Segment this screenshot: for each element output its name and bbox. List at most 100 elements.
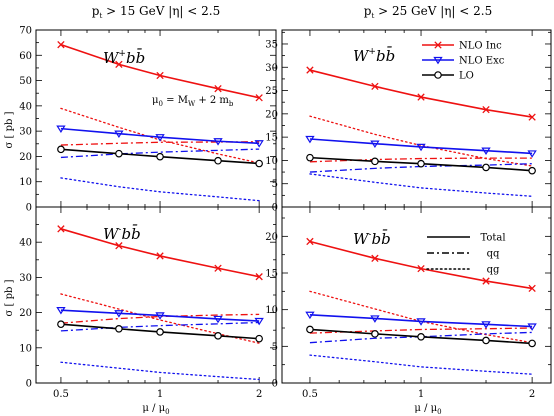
series-line-nlo-inc xyxy=(60,228,260,278)
process-title-bottom-right: W-bb̄ xyxy=(353,230,391,248)
point-marker-circle xyxy=(156,152,164,161)
y-tick-label: 10 xyxy=(265,305,278,316)
y-tick-label: 10 xyxy=(19,343,32,354)
point-marker-circle xyxy=(156,328,164,336)
y-axis-label-bottom: σ [ pb ] xyxy=(4,279,15,316)
point-marker-x xyxy=(417,264,425,273)
point-marker-circle xyxy=(482,163,490,172)
y-tick-label: 40 xyxy=(19,238,32,249)
point-marker-x xyxy=(306,66,314,74)
point-marker-circle xyxy=(528,166,536,175)
legend-item-qg: qg xyxy=(426,265,500,276)
x-axis-label-right: μ / μ0 xyxy=(414,403,441,416)
series-line-nlo-exc xyxy=(60,127,260,145)
series-line-nlo-exc-qg xyxy=(60,361,260,381)
process-title-bottom-left: W-bb̄ xyxy=(103,225,141,243)
y-tick-label: 20 xyxy=(265,232,278,243)
point-marker-triangle xyxy=(481,147,491,156)
point-marker-circle xyxy=(115,149,123,158)
point-marker-circle xyxy=(417,332,425,341)
point-marker-x xyxy=(371,254,379,262)
point-marker-x xyxy=(306,237,314,246)
point-marker-x xyxy=(156,252,164,260)
point-marker-x xyxy=(156,71,164,80)
legend-label: Total xyxy=(480,233,505,244)
point-marker-circle xyxy=(306,153,314,162)
point-marker-triangle xyxy=(155,134,165,142)
point-marker-x xyxy=(482,277,490,285)
legend-label: NLO Exc xyxy=(459,56,505,67)
y-tick-label: 15 xyxy=(265,133,278,144)
point-marker-circle xyxy=(371,157,379,166)
series-line-nlo-inc-qq xyxy=(60,313,260,324)
point-marker-circle xyxy=(57,145,65,154)
header-right: pt > 25 GeV |η| < 2.5 xyxy=(364,4,493,20)
point-marker-triangle xyxy=(305,135,315,144)
series-line-nlo-exc-qg xyxy=(309,173,533,197)
point-marker-x xyxy=(214,264,222,272)
y-tick-label: 50 xyxy=(19,76,32,87)
legend-label: qg xyxy=(487,265,500,276)
point-marker-x xyxy=(255,273,263,281)
panel-bottom-right: 0 5 10 15 20 0.5 1 2 xyxy=(265,207,551,400)
y-tick-label: 0 xyxy=(272,203,278,214)
series-line-nlo-inc-qq xyxy=(309,327,533,334)
series-line-nlo-inc xyxy=(60,43,260,99)
series-line-nlo-exc-qq xyxy=(60,321,260,332)
legend-item-lo: LO xyxy=(422,71,474,82)
point-marker-x xyxy=(255,94,263,102)
point-marker-circle xyxy=(255,159,263,168)
y-tick-label: 35 xyxy=(265,39,278,50)
x-axis-label-left: μ / μ0 xyxy=(142,403,169,416)
point-marker-x xyxy=(214,85,222,93)
legend-item-nlo-exc: NLO Exc xyxy=(422,56,505,67)
legend-item-qq: qq xyxy=(427,249,500,260)
point-marker-triangle xyxy=(305,311,315,320)
legend-label: qq xyxy=(487,249,500,260)
point-marker-triangle xyxy=(370,315,380,323)
point-marker-x xyxy=(434,41,442,49)
panel-bottom-left: 0 10 20 30 40 0.5 1 2 xyxy=(19,206,276,400)
point-marker-circle xyxy=(371,330,379,338)
legend-markers: NLO Inc NLO Exc LO xyxy=(422,41,505,82)
point-marker-circle xyxy=(482,336,490,345)
point-marker-x xyxy=(57,41,65,49)
point-marker-triangle xyxy=(416,318,426,326)
point-marker-circle xyxy=(214,332,222,340)
legend-linestyles: Total qq qg xyxy=(426,233,506,276)
point-marker-circle xyxy=(214,156,222,165)
point-marker-x xyxy=(528,284,536,293)
point-marker-triangle xyxy=(527,150,537,158)
point-marker-triangle xyxy=(433,56,443,65)
legend-item-nlo-inc: NLO Inc xyxy=(422,41,502,52)
point-marker-triangle xyxy=(416,143,426,152)
y-tick-label: 5 xyxy=(272,179,278,190)
point-marker-x xyxy=(57,225,65,233)
legend-label: NLO Inc xyxy=(459,41,502,52)
y-tick-label: 0 xyxy=(26,203,32,214)
y-tick-label: 10 xyxy=(19,177,32,188)
y-tick-label: 0 xyxy=(272,379,278,390)
point-marker-triangle xyxy=(56,125,66,133)
y-tick-label: 70 xyxy=(19,26,32,37)
y-tick-label: 10 xyxy=(265,156,278,167)
y-tick-label: 25 xyxy=(265,86,278,97)
legend-label: LO xyxy=(459,71,474,82)
x-tick-label: 2 xyxy=(529,389,535,400)
x-tick-label: 2 xyxy=(256,389,262,400)
point-marker-triangle xyxy=(56,307,66,315)
series-line-nlo-exc-qg xyxy=(60,177,260,202)
y-tick-label: 60 xyxy=(19,51,32,62)
series-line-nlo-inc-qg xyxy=(309,115,533,167)
series-line-nlo-exc xyxy=(309,138,533,155)
y-tick-label: 30 xyxy=(265,63,278,74)
y-tick-label: 20 xyxy=(19,308,32,319)
series-line-nlo-exc xyxy=(60,309,260,322)
panel-top-right: 0 5 10 15 20 25 30 35 xyxy=(265,30,551,214)
point-marker-x xyxy=(528,113,536,121)
process-title-top-left: W+bb̄ xyxy=(103,49,145,67)
x-tick-label: 0.5 xyxy=(302,389,318,400)
point-marker-circle xyxy=(434,71,442,79)
